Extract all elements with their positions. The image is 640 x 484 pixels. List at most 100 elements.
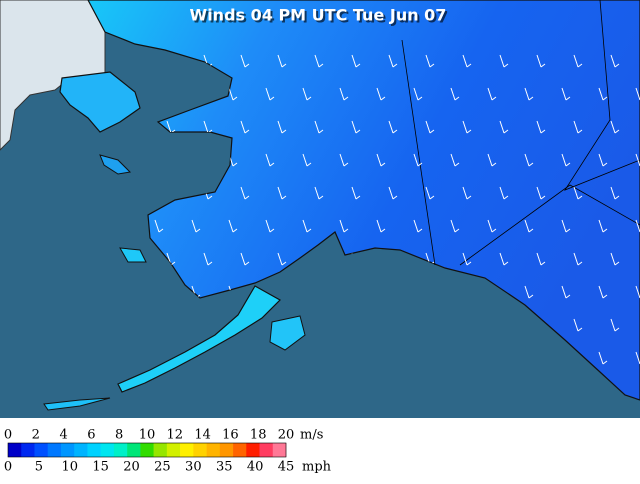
wind-arrow [524, 153, 534, 167]
wind-arrow [598, 219, 608, 233]
color-swatch [100, 443, 115, 457]
wind-arrow [462, 186, 472, 200]
wind-arrow [499, 54, 509, 68]
wind-arrow [265, 87, 275, 101]
wind-arrow [376, 87, 386, 101]
wind-arrow [598, 285, 608, 299]
wind-arrow [524, 219, 534, 233]
mph-tick-label: 40 [247, 460, 264, 475]
color-swatch [153, 443, 168, 457]
wind-arrow [635, 87, 640, 101]
wind-arrow [388, 54, 398, 68]
st-lawrence-island [99, 154, 132, 175]
wind-arrow [573, 186, 583, 200]
wind-arrow [598, 351, 608, 365]
wind-arrow [425, 54, 435, 68]
wind-arrow [450, 87, 460, 101]
ms-tick-label: 10 [139, 428, 156, 443]
wind-arrow [351, 186, 361, 200]
wind-arrow [191, 219, 201, 233]
mph-tick-label: 45 [278, 460, 295, 475]
wind-arrow [228, 87, 238, 101]
legend: m/s mph 0 2 4 6 8 10 12 14 16 18 20 0 5 10 15 20 25 30 35 4… [4, 428, 332, 475]
color-swatch [87, 443, 101, 457]
color-swatch [21, 443, 35, 457]
wind-arrow [388, 186, 398, 200]
ms-tick-label: 4 [59, 428, 67, 443]
wind-arrow [277, 54, 287, 68]
wind-arrow [610, 252, 620, 266]
wind-arrow [499, 120, 509, 134]
color-swatch [140, 443, 154, 457]
title-shadow: Winds 04 PM UTC Tue Jun 07 [192, 8, 449, 27]
ms-tick-label: 8 [115, 428, 123, 443]
seward-peninsula [59, 71, 141, 133]
border-line [401, 39, 436, 266]
wind-arrow [462, 120, 472, 134]
alaska-land [43, 0, 640, 411]
wind-arrow [499, 186, 509, 200]
border-line [459, 184, 640, 266]
color-swatch [180, 443, 194, 457]
wind-arrow [561, 285, 571, 299]
wind-arrow [376, 153, 386, 167]
color-swatch [127, 443, 141, 457]
mph-unit: mph [302, 460, 332, 475]
color-swatch [219, 443, 234, 457]
wind-arrow [610, 54, 620, 68]
color-swatch [233, 443, 247, 457]
wind-arrow [598, 153, 608, 167]
wind-arrow [240, 54, 250, 68]
ms-unit: m/s [300, 428, 323, 443]
color-swatch [113, 443, 128, 457]
wind-arrow [610, 120, 620, 134]
ms-tick-label: 18 [250, 428, 267, 443]
color-swatch [206, 443, 221, 457]
color-swatch [259, 443, 274, 457]
wind-arrow [265, 219, 275, 233]
color-swatch [193, 443, 207, 457]
wind-arrow [277, 252, 287, 266]
wind-arrow [598, 87, 608, 101]
wind-arrow [561, 219, 571, 233]
wind-arrow [462, 252, 472, 266]
mph-tick-label: 30 [185, 460, 202, 475]
ms-tick-label: 14 [194, 428, 211, 443]
wind-arrow [302, 219, 312, 233]
wind-arrow [635, 153, 640, 167]
wind-arrow [524, 87, 534, 101]
mph-tick-label: 15 [92, 460, 109, 475]
wind-arrow [228, 219, 238, 233]
wind-arrow [610, 318, 620, 332]
wind-arrow [561, 87, 571, 101]
wind-arrow [277, 186, 287, 200]
mainland [87, 0, 640, 401]
wind-arrow [487, 87, 497, 101]
color-swatch [60, 443, 75, 457]
wind-arrow [573, 120, 583, 134]
mph-tick-label: 0 [4, 460, 12, 475]
ms-tick-label: 2 [32, 428, 40, 443]
wind-arrow [499, 252, 509, 266]
color-swatch [166, 443, 181, 457]
wind-arrow [413, 219, 423, 233]
wind-arrow [536, 54, 546, 68]
color-bar-frame [7, 442, 287, 458]
wind-arrow [376, 219, 386, 233]
wind-arrow [314, 54, 324, 68]
wind-arrow [425, 186, 435, 200]
wind-arrow [339, 219, 349, 233]
wind-arrow [610, 186, 620, 200]
ms-tick-label: 20 [278, 428, 295, 443]
color-swatch [34, 443, 49, 457]
wind-arrow [573, 252, 583, 266]
wind-arrow [240, 252, 250, 266]
wind-arrow [314, 120, 324, 134]
wind-arrow [302, 153, 312, 167]
color-swatch [74, 443, 88, 457]
wind-arrow [487, 153, 497, 167]
wind-arrow [413, 153, 423, 167]
kodiak-island [269, 315, 306, 351]
mph-tick-label: 25 [154, 460, 171, 475]
